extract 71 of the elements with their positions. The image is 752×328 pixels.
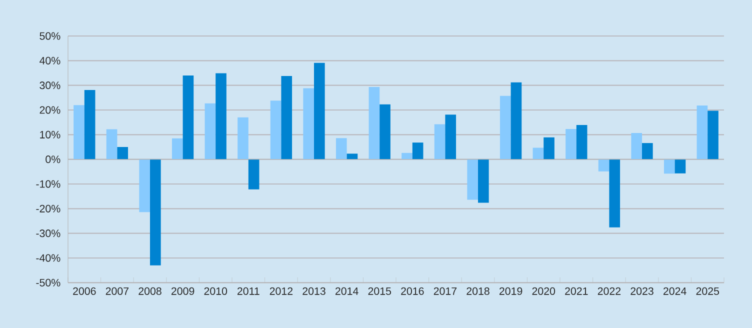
bar: [532, 148, 544, 160]
bar: [117, 147, 128, 160]
bar: [281, 76, 292, 160]
y-tick-label: 30%: [40, 82, 60, 90]
bar: [368, 87, 380, 160]
x-tick-label: 2014: [335, 287, 358, 295]
y-tick-label: -40%: [36, 254, 60, 262]
x-tick-label: 2008: [138, 287, 162, 295]
x-tick-label: 2012: [270, 287, 293, 295]
x-tick-label: 2025: [696, 287, 720, 295]
y-tick-label: -20%: [36, 204, 60, 212]
x-tick-label: 2007: [106, 287, 129, 295]
x-tick-label: 2009: [171, 287, 194, 295]
bar: [238, 117, 248, 160]
bar: [576, 125, 588, 160]
x-tick-label: 2017: [434, 287, 457, 295]
x-tick-label: 2010: [204, 287, 228, 295]
x-tick-label: 2019: [499, 287, 522, 295]
bar: [380, 104, 390, 160]
bar: [478, 159, 489, 203]
bar: [182, 75, 194, 160]
bar: [84, 90, 96, 160]
x-tick-label: 2015: [368, 287, 392, 295]
bar: [270, 100, 282, 160]
bar: [445, 114, 456, 160]
bar: [609, 159, 620, 228]
bar: [314, 62, 325, 160]
bar: [696, 106, 708, 160]
y-tick-label: -50%: [36, 278, 60, 286]
bar: [412, 142, 424, 160]
bar: [500, 96, 511, 160]
x-tick-label: 2021: [565, 287, 588, 295]
bar: [566, 128, 576, 160]
bar: [642, 143, 653, 160]
bar: [402, 152, 412, 160]
bar: [598, 159, 610, 172]
bar: [204, 103, 216, 160]
bar: [172, 138, 183, 160]
bar: [664, 159, 675, 174]
x-tick-label: 2018: [466, 287, 490, 295]
bar: [708, 110, 718, 160]
y-tick-label: -10%: [36, 180, 60, 188]
bar: [346, 154, 358, 160]
bar: [106, 129, 118, 160]
bar: [674, 159, 686, 174]
x-tick-label: 2020: [532, 287, 556, 295]
bar: [139, 159, 150, 212]
y-tick-label: 40%: [40, 56, 60, 64]
x-tick-label: 2013: [302, 287, 326, 295]
bar: [631, 132, 642, 160]
bar: [248, 159, 260, 190]
bar: [510, 82, 522, 160]
x-tick-label: 2024: [663, 287, 686, 295]
bar: [150, 159, 161, 266]
y-tick-label: 50%: [40, 32, 60, 40]
x-tick-label: 2016: [401, 287, 424, 295]
y-tick-label: 20%: [40, 106, 60, 114]
y-tick-label: 0%: [46, 156, 60, 164]
x-tick-label: 2011: [237, 287, 260, 295]
x-tick-label: 2023: [630, 287, 654, 295]
bar: [303, 88, 314, 160]
y-tick-label: -30%: [36, 230, 60, 238]
bar: [467, 159, 478, 200]
bar: [336, 138, 347, 160]
y-tick-label: 10%: [40, 130, 60, 138]
bar: [216, 73, 226, 160]
bar: [434, 124, 446, 160]
bar: [544, 137, 554, 160]
x-tick-label: 2006: [73, 287, 96, 295]
bar: [74, 105, 84, 160]
x-tick-label: 2022: [598, 287, 621, 295]
